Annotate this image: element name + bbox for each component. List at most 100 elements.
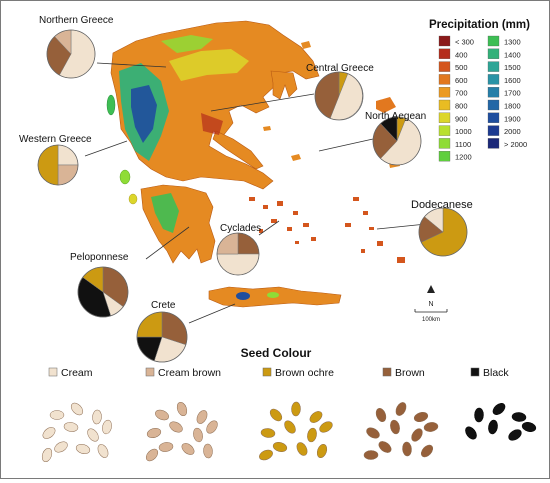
bean bbox=[307, 427, 317, 443]
sporades-islands bbox=[263, 126, 271, 131]
bean bbox=[465, 426, 477, 440]
chalkidiki bbox=[270, 70, 298, 100]
bean bbox=[269, 408, 283, 422]
seed-colour-key: Cream Cream brown Brown ochre Brown Black bbox=[48, 367, 509, 379]
seed-group-brown bbox=[363, 402, 439, 460]
legend-swatch bbox=[487, 87, 500, 98]
legend-title: Precipitation (mm) bbox=[429, 19, 530, 31]
bean bbox=[423, 422, 439, 432]
region-label: North Aegean bbox=[365, 111, 426, 122]
bean bbox=[260, 428, 276, 438]
precip-zone-dry bbox=[201, 113, 223, 135]
thasos-island bbox=[301, 41, 311, 49]
bean bbox=[206, 420, 218, 434]
bean bbox=[92, 409, 102, 425]
seed-key-label: Black bbox=[483, 367, 509, 379]
bean bbox=[87, 428, 99, 442]
crete-high-precip bbox=[236, 292, 250, 300]
bean bbox=[145, 448, 159, 462]
bean bbox=[508, 429, 522, 441]
bean bbox=[521, 422, 537, 432]
precip-zone-med bbox=[169, 49, 249, 81]
legend-swatch bbox=[487, 35, 500, 47]
leader-central-greece bbox=[210, 93, 315, 112]
legend-label: 1800 bbox=[504, 102, 521, 111]
pie-slice-cream bbox=[216, 253, 260, 276]
scale-bar-label: 100km bbox=[422, 317, 440, 323]
skyros-island bbox=[291, 154, 301, 161]
legend-column-left: < 300 400 500 600 700 800 900 1000 1100 1200 bbox=[438, 35, 474, 162]
region-label: Peloponnese bbox=[70, 252, 129, 263]
legend-label: > 2000 bbox=[504, 140, 527, 149]
bean bbox=[155, 409, 169, 421]
seed-key-swatch-cream-brown bbox=[145, 367, 155, 377]
region-label: Crete bbox=[151, 300, 176, 311]
bean bbox=[420, 444, 434, 458]
kefalonia-island bbox=[119, 169, 131, 185]
region-labels: Northern Greece Central Greece North Aeg… bbox=[19, 15, 473, 311]
legend-label: 1500 bbox=[504, 63, 521, 72]
pie-crete bbox=[136, 311, 188, 363]
seed-key-label: Brown bbox=[395, 367, 425, 379]
crete-mid-precip bbox=[267, 292, 279, 298]
scale-bar: 100km bbox=[414, 309, 448, 323]
legend-label: 1900 bbox=[504, 114, 521, 123]
bean bbox=[363, 450, 379, 460]
precipitation-legend: Precipitation (mm) < 300 400 500 600 700 800 9… bbox=[429, 19, 530, 162]
pie-northern-greece bbox=[46, 29, 96, 79]
legend-label: 1100 bbox=[455, 140, 471, 149]
legend-label: 1400 bbox=[504, 50, 521, 59]
legend-swatch bbox=[438, 87, 451, 98]
bean bbox=[102, 419, 112, 435]
north-arrow: N bbox=[427, 285, 435, 308]
bean bbox=[296, 442, 308, 456]
bean bbox=[309, 411, 323, 423]
bean bbox=[146, 428, 162, 438]
legend-swatch bbox=[487, 99, 500, 111]
region-label: Cyclades bbox=[220, 223, 261, 234]
legend-label: < 300 bbox=[455, 38, 474, 47]
seed-key-swatch-cream bbox=[48, 367, 58, 377]
legend-swatch bbox=[438, 99, 451, 111]
seed-key-swatch-black bbox=[470, 367, 480, 377]
bean bbox=[63, 422, 79, 432]
bean bbox=[492, 403, 506, 415]
precip-zone-very-high bbox=[131, 85, 157, 143]
seed-key-label: Cream bbox=[61, 367, 93, 379]
legend-label: 700 bbox=[455, 89, 468, 98]
pie-outline bbox=[46, 29, 96, 79]
legend-swatch bbox=[438, 112, 451, 123]
bean bbox=[97, 444, 109, 458]
legend-label: 1200 bbox=[455, 153, 472, 162]
legend-swatch bbox=[438, 74, 451, 85]
legend-label: 1000 bbox=[455, 127, 472, 136]
zakynthos-island bbox=[128, 193, 138, 205]
bean bbox=[291, 401, 301, 417]
legend-swatch bbox=[438, 138, 451, 149]
legend-swatch bbox=[487, 74, 500, 85]
legend-swatch bbox=[438, 125, 451, 136]
bean bbox=[75, 444, 91, 454]
legend-label: 500 bbox=[455, 63, 468, 72]
seed-key-swatch-brown-ochre bbox=[262, 367, 272, 377]
region-pies bbox=[37, 29, 468, 363]
pie-central-greece bbox=[314, 71, 364, 121]
north-arrow-label: N bbox=[428, 301, 433, 308]
legend-label: 2000 bbox=[504, 127, 521, 136]
pie-cyclades bbox=[216, 232, 260, 276]
pie-outline bbox=[314, 71, 364, 121]
legend-label: 600 bbox=[455, 76, 468, 85]
bean bbox=[474, 407, 484, 423]
leader-northern-greece bbox=[96, 62, 167, 68]
bean bbox=[413, 411, 429, 423]
pie-outline bbox=[418, 207, 468, 257]
seed-group-cream-brown bbox=[145, 401, 218, 462]
bean bbox=[193, 427, 203, 443]
pie-outline bbox=[136, 311, 188, 363]
legend-label: 400 bbox=[455, 50, 468, 59]
legend-label: 900 bbox=[455, 114, 468, 123]
bean bbox=[319, 421, 333, 433]
bean bbox=[375, 408, 387, 422]
seed-key-label: Cream brown bbox=[158, 367, 221, 379]
